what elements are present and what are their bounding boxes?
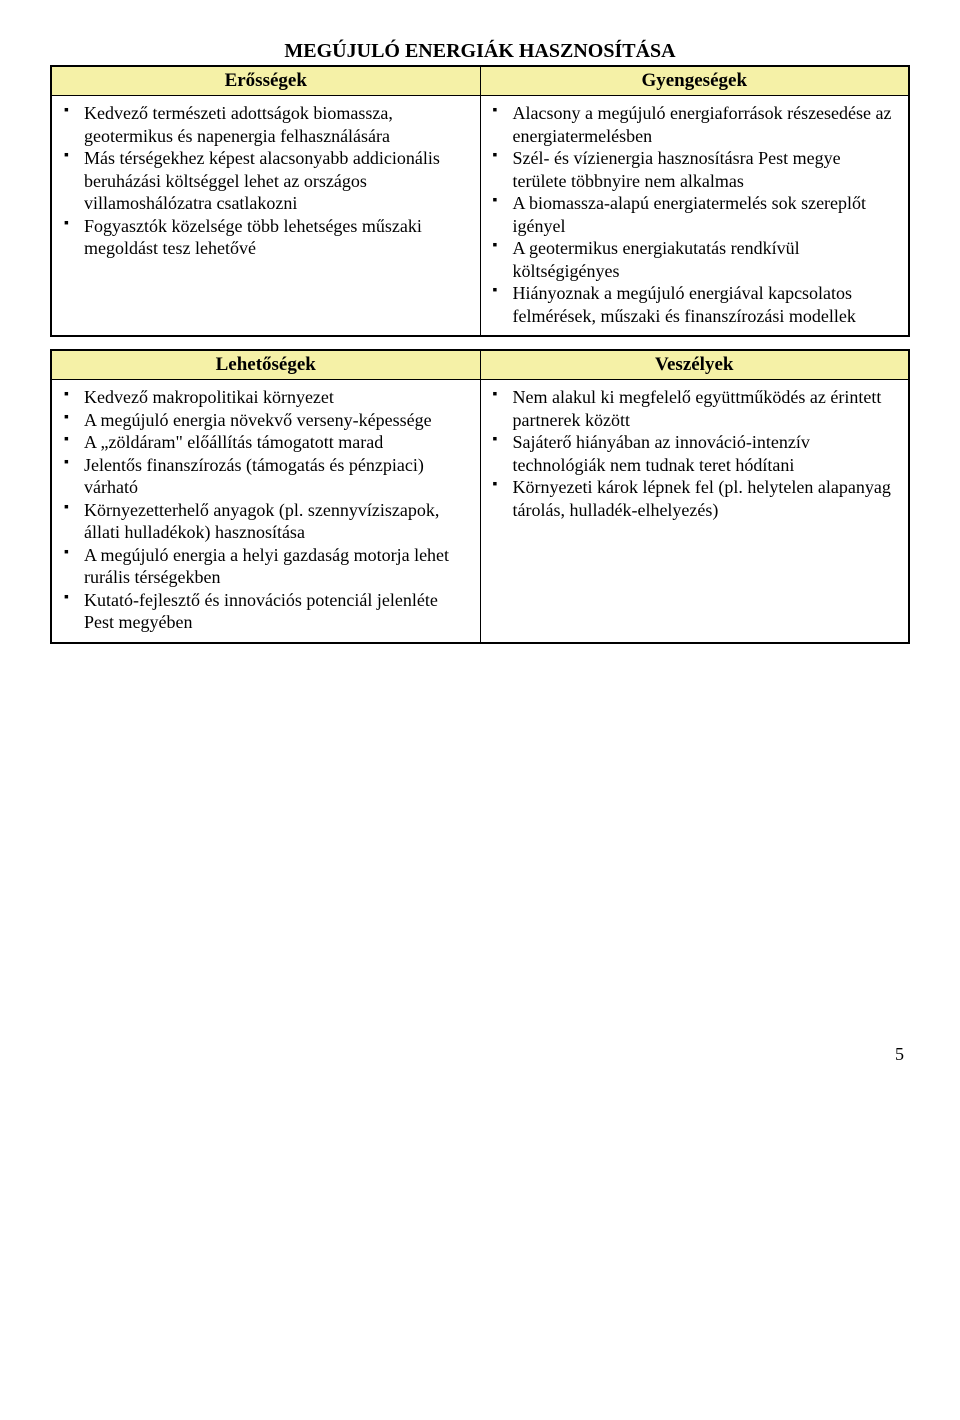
header-weaknesses: Gyengeségek xyxy=(480,66,909,96)
list-item: A biomassza-alapú energiatermelés sok sz… xyxy=(513,192,899,237)
cell-weaknesses: Alacsony a megújuló energiaforrások rész… xyxy=(480,96,909,337)
cell-strengths: Kedvező természeti adottságok biomassza,… xyxy=(51,96,480,337)
list-item: A megújuló energia növekvő verseny-képes… xyxy=(84,409,470,432)
list-item: Környezetterhelő anyagok (pl. szennyvízi… xyxy=(84,499,470,544)
list-item: A megújuló energia a helyi gazdaság moto… xyxy=(84,544,470,589)
list-item: Jelentős finanszírozás (támogatás és pén… xyxy=(84,454,470,499)
opportunities-list: Kedvező makropolitikai környezetA megúju… xyxy=(62,386,470,634)
swot-table-top: Erősségek Gyengeségek Kedvező természeti… xyxy=(50,65,910,337)
list-item: Környezeti károk lépnek fel (pl. helytel… xyxy=(513,476,899,521)
threats-list: Nem alakul ki megfelelő együttműködés az… xyxy=(491,386,899,521)
header-strengths: Erősségek xyxy=(51,66,480,96)
list-item: Más térségekhez képest alacsonyabb addic… xyxy=(84,147,470,215)
list-item: Alacsony a megújuló energiaforrások rész… xyxy=(513,102,899,147)
list-item: A geotermikus energiakutatás rendkívül k… xyxy=(513,237,899,282)
list-item: Nem alakul ki megfelelő együttműködés az… xyxy=(513,386,899,431)
list-item: Sajáterő hiányában az innováció-intenzív… xyxy=(513,431,899,476)
list-item: Kedvező makropolitikai környezet xyxy=(84,386,470,409)
header-threats: Veszélyek xyxy=(480,350,909,380)
list-item: Hiányoznak a megújuló energiával kapcsol… xyxy=(513,282,899,327)
list-item: Kutató-fejlesztő és innovációs potenciál… xyxy=(84,589,470,634)
header-opportunities: Lehetőségek xyxy=(51,350,480,380)
list-item: Kedvező természeti adottságok biomassza,… xyxy=(84,102,470,147)
weaknesses-list: Alacsony a megújuló energiaforrások rész… xyxy=(491,102,899,327)
list-item: Szél- és vízienergia hasznosításra Pest … xyxy=(513,147,899,192)
cell-opportunities: Kedvező makropolitikai környezetA megúju… xyxy=(51,380,480,643)
cell-threats: Nem alakul ki megfelelő együttműködés az… xyxy=(480,380,909,643)
list-item: A „zöldáram" előállítás támogatott marad xyxy=(84,431,470,454)
list-item: Fogyasztók közelsége több lehetséges műs… xyxy=(84,215,470,260)
swot-table-bottom: Lehetőségek Veszélyek Kedvező makropolit… xyxy=(50,349,910,644)
strengths-list: Kedvező természeti adottságok biomassza,… xyxy=(62,102,470,260)
swot-title: MEGÚJULÓ ENERGIÁK HASZNOSÍTÁSA xyxy=(50,40,910,63)
page-number: 5 xyxy=(50,1044,910,1065)
